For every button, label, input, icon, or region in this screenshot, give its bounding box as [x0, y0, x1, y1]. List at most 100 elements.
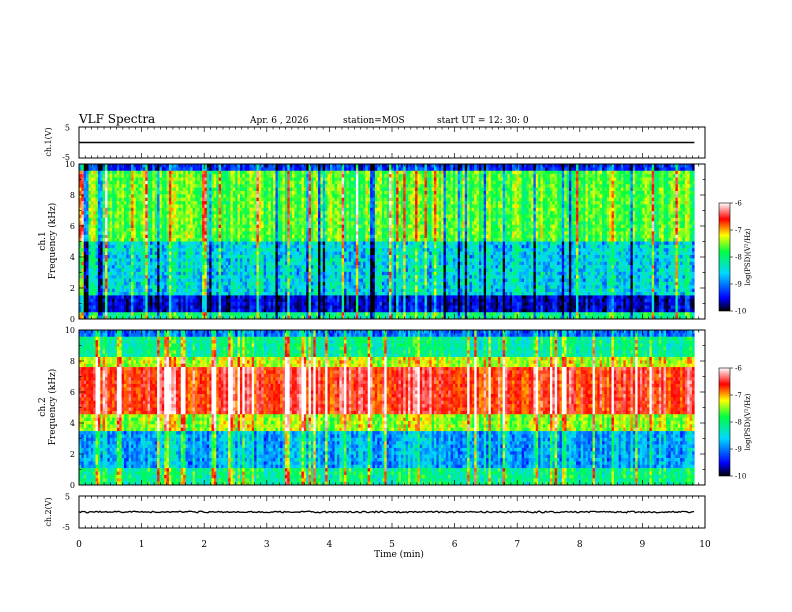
- spectrogram-cell: [675, 197, 679, 202]
- spectrogram-cell: [516, 214, 520, 219]
- spectrogram-cell: [471, 174, 475, 178]
- spectrogram-cell: [438, 221, 442, 225]
- spectrogram-cell: [559, 180, 563, 185]
- spectrogram-cell: [296, 201, 300, 205]
- spectrogram-cell: [649, 190, 653, 195]
- spectrogram-cell: [192, 204, 196, 209]
- spectrogram-cell: [270, 170, 274, 175]
- spectrogram-cell: [199, 207, 203, 212]
- spectrogram-cell: [379, 184, 383, 188]
- spectrogram-cell: [123, 167, 127, 171]
- spectrogram-cell: [531, 180, 534, 185]
- spectrogram-cell: [561, 221, 565, 225]
- spectrogram-cell: [157, 217, 160, 222]
- spectrogram-cell: [661, 184, 664, 188]
- spectrogram-cell: [150, 187, 153, 192]
- spectrogram-cell: [628, 197, 631, 202]
- spectrogram-cell: [102, 180, 106, 185]
- spectrogram-cell: [185, 170, 189, 175]
- spectrogram-cell: [469, 180, 473, 185]
- spectrogram-cell: [216, 197, 219, 202]
- spectrogram-cell: [632, 177, 636, 182]
- spectrogram-cell: [346, 167, 350, 171]
- spectrogram-cell: [334, 194, 338, 198]
- spectrogram-cell: [554, 187, 558, 192]
- spectrogram-cell: [228, 221, 231, 225]
- spectrogram-cell: [609, 211, 612, 215]
- spectrogram-cell: [597, 207, 600, 212]
- spectrogram-cell: [202, 224, 205, 229]
- spectrogram-cell: [128, 201, 132, 205]
- spectrogram-cell: [573, 177, 577, 182]
- spectrogram-cell: [296, 194, 300, 198]
- spectrogram-cell: [680, 170, 683, 175]
- spectrogram-cell: [419, 211, 423, 215]
- spectrogram-cell: [341, 164, 345, 168]
- spectrogram-cell: [450, 174, 454, 178]
- spectrogram-cell: [173, 221, 177, 225]
- spectrogram-cell: [178, 180, 182, 185]
- spectrogram-cell: [637, 184, 641, 188]
- spectrogram-cell: [505, 204, 508, 209]
- spectrogram-cell: [166, 217, 170, 222]
- spectrogram-cell: [353, 177, 357, 182]
- spectrogram-cell: [235, 221, 238, 225]
- spectrogram-cell: [166, 201, 170, 205]
- spectrogram-cell: [168, 184, 172, 188]
- spectrogram-cell: [126, 174, 129, 178]
- spectrogram-cell: [355, 204, 359, 209]
- spectrogram-cell: [403, 167, 406, 171]
- spectrogram-cell: [656, 174, 660, 178]
- spectrogram-cell: [561, 207, 565, 212]
- spectrogram-cell: [583, 194, 586, 198]
- spectrogram-cell: [460, 204, 463, 209]
- spectrogram-cell: [533, 221, 537, 225]
- spectrogram-cell: [301, 201, 305, 205]
- spectrogram-cell: [275, 221, 279, 225]
- spectrogram-cell: [299, 190, 302, 195]
- spectrogram-cell: [116, 214, 120, 219]
- spectrogram-cell: [542, 167, 546, 171]
- spectrogram-cell: [112, 164, 115, 168]
- spectrogram-cell: [119, 221, 122, 225]
- spectrogram-cell: [230, 214, 234, 219]
- spectrogram-cell: [658, 211, 662, 215]
- spectrogram-cell: [100, 184, 103, 188]
- spectrogram-cell: [90, 211, 94, 215]
- spectrogram-cell: [663, 214, 667, 219]
- spectrogram-cell: [405, 207, 409, 212]
- spectrogram-cell: [128, 221, 132, 225]
- spectrogram-cell: [206, 190, 210, 195]
- spectrogram-cell: [292, 187, 295, 192]
- spectrogram-cell: [197, 177, 200, 182]
- spectrogram-cell: [372, 221, 376, 225]
- spectrogram-cell: [665, 180, 669, 185]
- spectrogram-cell: [332, 190, 335, 195]
- spectrogram-cell: [322, 194, 326, 198]
- spectrogram-cell: [583, 184, 586, 188]
- spectrogram-cell: [190, 197, 193, 202]
- spectrogram-cell: [225, 211, 229, 215]
- spectrogram-cell: [265, 201, 269, 205]
- spectrogram-cell: [677, 190, 681, 195]
- spectrogram-cell: [315, 190, 319, 195]
- spectrogram-cell: [313, 164, 316, 168]
- spectrogram-cell: [308, 204, 312, 209]
- spectrogram-cell: [602, 214, 605, 219]
- spectrogram-cell: [564, 207, 567, 212]
- spectrogram-cell: [597, 217, 600, 222]
- spectrogram-cell: [684, 184, 688, 188]
- spectrogram-cell: [410, 201, 413, 205]
- spectrogram-cell: [164, 170, 167, 175]
- spectrogram-cell: [346, 197, 350, 202]
- spectrogram-cell: [512, 187, 515, 192]
- spectrogram-cell: [559, 177, 563, 182]
- spectrogram-cell: [531, 167, 534, 171]
- spectrogram-cell: [275, 194, 279, 198]
- spectrogram-cell: [190, 204, 193, 209]
- spectrogram-cell: [223, 214, 226, 219]
- spectrogram-cell: [576, 214, 579, 219]
- spectrogram-cell: [412, 170, 416, 175]
- spectrogram-cell: [213, 164, 217, 168]
- spectrogram-cell: [393, 204, 397, 209]
